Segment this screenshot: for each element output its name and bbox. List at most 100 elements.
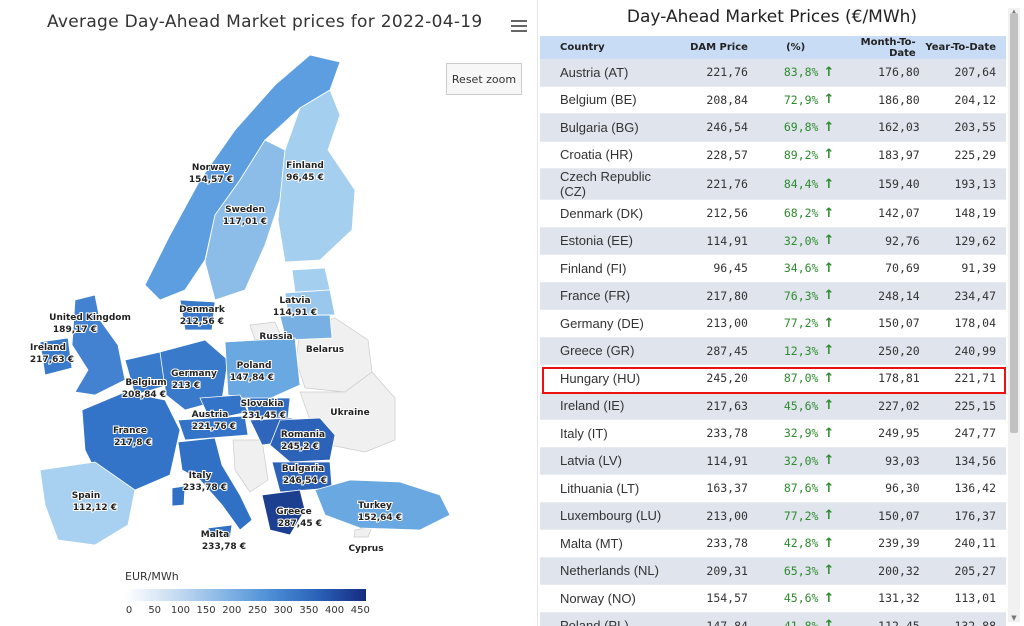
table-scroll-area[interactable]: Country DAM Price (%) Month-To-Date Year… [540, 36, 1006, 626]
cell-year-to-date: 205,27 [919, 557, 1006, 585]
hamburger-menu-icon[interactable] [511, 20, 527, 34]
table-row[interactable]: Germany (DE) 213,00 77,2% ↑ 150,07 178,04 [540, 309, 1006, 338]
table-row[interactable]: Bulgaria (BG) 246,54 69,8% ↑ 162,03 203,55 [540, 113, 1006, 142]
cell-dam-price: 213,00 [668, 309, 752, 338]
arrow-up-icon: ↑ [818, 392, 840, 420]
cell-pct: 83,8% [751, 59, 819, 87]
map-label-united-kingdom: United Kingdom [49, 313, 131, 323]
cell-country: Italy (IT) [540, 419, 669, 448]
map-value-sweden: 117,01 € [223, 217, 267, 227]
table-row[interactable]: Poland (PL) 147,84 41,8% ↑ 112,45 132,88 [540, 612, 1006, 626]
cell-month-to-date: 239,39 [839, 529, 920, 558]
table-row[interactable]: Ireland (IE) 217,63 45,6% ↑ 227,02 225,15 [540, 392, 1006, 420]
table-row[interactable]: Finland (FI) 96,45 34,6% ↑ 70,69 91,39 [540, 254, 1006, 283]
legend-tick-label: 450 [350, 605, 370, 616]
cell-country: Finland (FI) [540, 254, 669, 283]
map-label-russia: Russia [259, 332, 292, 342]
legend-tick-label: 350 [299, 605, 319, 616]
map-value-norway: 154,57 € [189, 175, 233, 185]
cell-month-to-date: 70,69 [839, 254, 920, 283]
cell-month-to-date: 112,45 [839, 612, 920, 626]
reset-zoom-button[interactable]: Reset zoom [446, 63, 522, 95]
col-header-dam-price[interactable]: DAM Price [668, 36, 752, 59]
cell-year-to-date: 204,12 [919, 86, 1006, 114]
arrow-up-icon: ↑ [818, 113, 840, 142]
map-region-united-kingdom [71, 294, 126, 396]
legend-tick-label: 300 [273, 605, 293, 616]
cell-month-to-date: 96,30 [839, 474, 920, 503]
cell-year-to-date: 132,88 [919, 612, 1006, 626]
table-row[interactable]: Croatia (HR) 228,57 89,2% ↑ 183,97 225,29 [540, 141, 1006, 169]
table-row[interactable]: France (FR) 217,80 76,3% ↑ 248,14 234,47 [540, 282, 1006, 310]
map-value-romania: 245,2 € [281, 442, 319, 452]
map-region-sicily [207, 524, 233, 539]
table-row[interactable]: Luxembourg (LU) 213,00 77,2% ↑ 150,07 176,37 [540, 502, 1006, 530]
col-header-month-to-date[interactable]: Month-To-Date [839, 36, 920, 59]
arrow-up-icon: ↑ [818, 141, 840, 169]
table-row[interactable]: Greece (GR) 287,45 12,3% ↑ 250,20 240,99 [540, 337, 1006, 365]
arrow-up-icon: ↑ [818, 612, 840, 626]
cell-country: France (FR) [540, 282, 669, 310]
cell-year-to-date: 129,62 [919, 227, 1006, 255]
map-label-norway: Norway [192, 163, 230, 173]
map-region-ireland [39, 337, 73, 376]
legend-title: EUR/MWh [125, 570, 179, 583]
map-panel: Average Day-Ahead Market prices for 2022… [29, 12, 527, 616]
table-row[interactable]: Denmark (DK) 212,56 68,2% ↑ 142,07 148,19 [540, 199, 1006, 228]
arrow-up-icon: ↑ [818, 447, 840, 475]
map-value-bulgaria: 246,54 € [283, 476, 327, 486]
cell-country: Belgium (BE) [540, 86, 669, 114]
cell-month-to-date: 162,03 [839, 113, 920, 142]
cell-dam-price: 221,76 [668, 168, 752, 200]
arrow-up-icon: ↑ [818, 557, 840, 585]
table-row[interactable]: Hungary (HU) 245,20 87,0% ↑ 178,81 221,71 [540, 364, 1006, 393]
cell-dam-price: 246,54 [668, 113, 752, 142]
arrow-up-icon: ↑ [818, 474, 840, 503]
cell-pct: 34,6% [751, 254, 819, 283]
scrollbar-thumb[interactable] [1010, 13, 1018, 433]
map-label-france: France [113, 426, 147, 436]
col-header-pct[interactable]: (%) [751, 36, 840, 59]
table-row[interactable]: Estonia (EE) 114,91 32,0% ↑ 92,76 129,62 [540, 227, 1006, 255]
cell-pct: 68,2% [751, 199, 819, 228]
table-row[interactable]: Netherlands (NL) 209,31 65,3% ↑ 200,32 205,27 [540, 557, 1006, 585]
map-value-poland: 147,84 € [230, 373, 274, 383]
cell-month-to-date: 176,80 [839, 59, 920, 87]
cell-dam-price: 114,91 [668, 447, 752, 475]
table-row[interactable]: Belgium (BE) 208,84 72,9% ↑ 186,80 204,12 [540, 86, 1006, 114]
cell-year-to-date: 234,47 [919, 282, 1006, 310]
table-row[interactable]: Austria (AT) 221,76 83,8% ↑ 176,80 207,64 [540, 59, 1006, 87]
table-scrollbar[interactable]: ▲ ▼ [1008, 8, 1020, 622]
cell-month-to-date: 159,40 [839, 168, 920, 200]
cell-country: Greece (GR) [540, 337, 669, 365]
table-row[interactable]: Czech Republic (CZ) 221,76 84,4% ↑ 159,40 193… [540, 168, 1006, 200]
map-region-finland [277, 89, 356, 263]
cell-pct: 32,0% [751, 227, 819, 255]
col-header-country[interactable]: Country [540, 36, 669, 59]
table-row[interactable]: Lithuania (LT) 163,37 87,6% ↑ 96,30 136,42 [540, 474, 1006, 503]
legend-tick-label: 100 [170, 605, 190, 616]
cell-year-to-date: 193,13 [919, 168, 1006, 200]
table-row[interactable]: Latvia (LV) 114,91 32,0% ↑ 93,03 134,56 [540, 447, 1006, 475]
cell-pct: 42,8% [751, 529, 819, 558]
cell-month-to-date: 227,02 [839, 392, 920, 420]
table-row[interactable]: Italy (IT) 233,78 32,9% ↑ 249,95 247,77 [540, 419, 1006, 448]
map-label-poland: Poland [237, 361, 272, 371]
arrow-up-icon: ↑ [818, 227, 840, 255]
table-row[interactable]: Norway (NO) 154,57 45,6% ↑ 131,32 113,01 [540, 584, 1006, 613]
arrow-up-icon: ↑ [818, 419, 840, 448]
scroll-down-icon[interactable]: ▼ [1011, 614, 1017, 622]
cell-pct: 87,0% [751, 364, 819, 393]
map-label-ukraine: Ukraine [330, 408, 369, 418]
col-header-year-to-date[interactable]: Year-To-Date [919, 36, 1006, 59]
cell-year-to-date: 178,04 [919, 309, 1006, 338]
table-row[interactable]: Malta (MT) 233,78 42,8% ↑ 239,39 240,11 [540, 529, 1006, 558]
cell-dam-price: 209,31 [668, 557, 752, 585]
cell-country: Ireland (IE) [540, 392, 669, 420]
cell-dam-price: 221,76 [668, 59, 752, 87]
cell-pct: 32,9% [751, 419, 819, 448]
cell-pct: 76,3% [751, 282, 819, 310]
cell-dam-price: 217,63 [668, 392, 752, 420]
map-label-austria: Austria [192, 410, 229, 420]
scroll-up-icon[interactable]: ▲ [1011, 8, 1017, 16]
